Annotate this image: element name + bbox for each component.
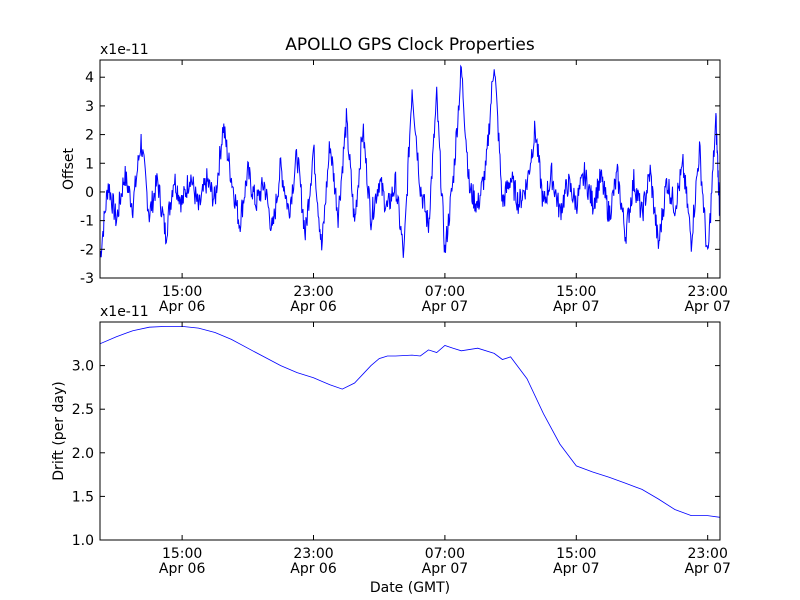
chart-title: APOLLO GPS Clock Properties [285, 35, 535, 55]
drift-x-tick-label-time: 15:00 [162, 546, 202, 562]
drift-y-tick-label: 2.5 [72, 402, 94, 418]
offset-x-tick-label-date: Apr 07 [553, 299, 599, 315]
drift-x-tick-label-time: 15:00 [556, 546, 596, 562]
drift-y-scale-label: x1e-11 [100, 304, 149, 320]
offset-y-tick-label: 4 [85, 70, 94, 86]
offset-y-tick-label: -1 [80, 214, 94, 230]
offset-x-tick-label-time: 07:00 [425, 284, 465, 300]
offset-y-ticks: -3 -2 -1 0 1 2 3 4 [80, 70, 720, 287]
offset-y-tick-label: 2 [85, 128, 94, 144]
drift-y-tick-label: 1.0 [72, 533, 94, 549]
offset-x-tick-label-time: 23:00 [293, 284, 333, 300]
drift-x-tick-label-date: Apr 07 [422, 561, 468, 577]
offset-axes-frame [99, 59, 721, 279]
offset-y-scale-label: x1e-11 [100, 42, 149, 58]
drift-series-line [100, 326, 720, 518]
offset-x-tick-label-date: Apr 07 [684, 299, 730, 315]
offset-y-tick-label: 3 [85, 99, 94, 115]
drift-y-axis-label: Drift (per day) [51, 381, 67, 480]
offset-y-tick-label: 0 [85, 185, 94, 201]
drift-x-tick-label-time: 07:00 [425, 546, 465, 562]
offset-x-tick-label-time: 15:00 [556, 284, 596, 300]
offset-x-tick-label-date: Apr 07 [422, 299, 468, 315]
offset-y-tick-label: -2 [80, 242, 94, 258]
offset-y-axis-label: Offset [61, 147, 77, 190]
drift-axes-frame [99, 321, 721, 541]
drift-y-tick-label: 2.0 [72, 446, 94, 462]
offset-y-tick-label: 1 [85, 156, 94, 172]
drift-x-tick-label-date: Apr 07 [553, 561, 599, 577]
offset-plot-area [100, 64, 720, 259]
drift-y-ticks: 1.0 1.5 2.0 2.5 3.0 [72, 359, 720, 549]
drift-y-tick-label: 1.5 [72, 489, 94, 505]
offset-series-line [100, 64, 720, 259]
offset-y-tick-label: -3 [80, 271, 94, 287]
drift-y-tick-label: 3.0 [72, 359, 94, 375]
drift-x-axis-label: Date (GMT) [370, 580, 450, 596]
offset-x-tick-label-date: Apr 06 [290, 299, 337, 315]
offset-x-tick-label-date: Apr 06 [159, 299, 206, 315]
drift-x-tick-label-date: Apr 06 [159, 561, 206, 577]
drift-x-tick-label-date: Apr 07 [684, 561, 730, 577]
drift-x-tick-label-date: Apr 06 [290, 561, 337, 577]
drift-x-tick-label-time: 23:00 [688, 546, 728, 562]
drift-plot-area [100, 326, 720, 518]
offset-x-tick-label-time: 15:00 [162, 284, 202, 300]
offset-x-tick-label-time: 23:00 [688, 284, 728, 300]
drift-x-tick-label-time: 23:00 [293, 546, 333, 562]
